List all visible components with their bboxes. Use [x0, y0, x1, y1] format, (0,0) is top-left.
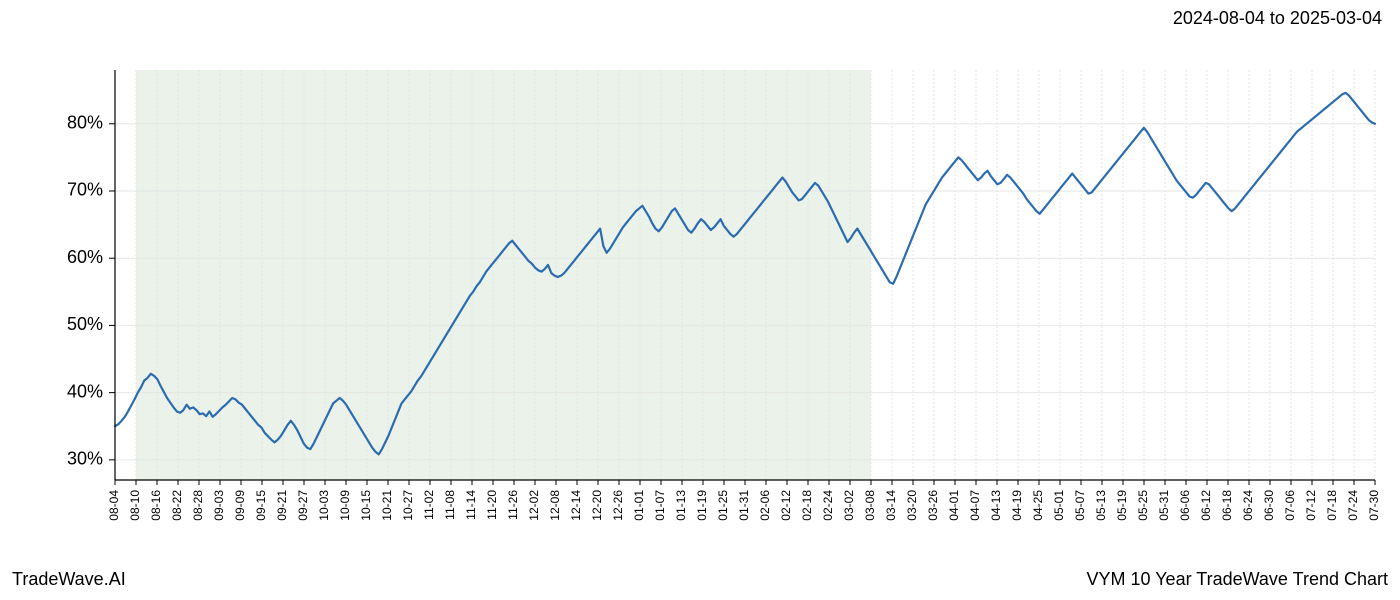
y-tick-label: 80% [67, 113, 103, 133]
x-tick-label: 06-18 [1220, 490, 1234, 521]
x-tick-label: 02-12 [779, 490, 793, 521]
highlight-shade [136, 70, 871, 480]
x-tick-label: 01-19 [695, 490, 709, 521]
x-tick-label: 04-07 [968, 490, 982, 521]
x-tick-label: 12-26 [611, 490, 625, 521]
y-tick-label: 40% [67, 381, 103, 401]
x-tick-label: 07-24 [1346, 490, 1360, 521]
x-tick-label: 01-07 [653, 490, 667, 521]
x-tick-label: 01-31 [737, 490, 751, 521]
x-tick-label: 08-22 [170, 490, 184, 521]
x-tick-label: 10-03 [317, 490, 331, 521]
x-tick-label: 11-20 [485, 490, 499, 520]
x-tick-label: 11-26 [506, 490, 520, 520]
x-tick-label: 01-25 [716, 490, 730, 521]
x-tick-label: 07-06 [1283, 490, 1297, 521]
x-tick-label: 01-13 [674, 490, 688, 521]
chart-title: VYM 10 Year TradeWave Trend Chart [1087, 569, 1389, 590]
x-tick-label: 02-24 [821, 490, 835, 521]
x-tick-label: 10-21 [380, 490, 394, 521]
x-tick-label: 02-18 [800, 490, 814, 521]
x-tick-label: 12-14 [569, 490, 583, 521]
x-tick-label: 04-19 [1010, 490, 1024, 521]
x-tick-label: 12-02 [527, 490, 541, 521]
x-tick-label: 12-08 [548, 490, 562, 521]
x-tick-label: 02-06 [758, 490, 772, 521]
x-tick-label: 04-25 [1031, 490, 1045, 521]
x-tick-label: 09-21 [275, 490, 289, 521]
x-tick-label: 08-04 [107, 490, 121, 521]
x-tick-label: 09-09 [233, 490, 247, 521]
x-tick-label: 07-18 [1325, 490, 1339, 521]
x-tick-label: 03-02 [842, 490, 856, 521]
x-tick-label: 08-10 [128, 490, 142, 521]
x-tick-label: 04-13 [989, 490, 1003, 521]
trend-chart: 30% 40% 50% 60% 70% 80% 08-04 08-10 08-16 08-22 0… [0, 58, 1400, 558]
x-tick-label: 11-08 [443, 490, 457, 520]
x-tick-label: 05-19 [1115, 490, 1129, 521]
x-tick-label: 06-12 [1199, 490, 1213, 521]
x-tick-label: 05-07 [1073, 490, 1087, 521]
x-tick-label: 08-16 [149, 490, 163, 521]
x-tick-label: 05-13 [1094, 490, 1108, 521]
x-tick-label: 03-26 [926, 490, 940, 521]
x-tick-label: 09-27 [296, 490, 310, 521]
x-tick-label: 03-20 [905, 490, 919, 521]
x-tick-label: 07-12 [1304, 490, 1318, 521]
x-tick-label: 11-14 [464, 490, 478, 520]
x-tick-label: 03-14 [884, 490, 898, 521]
x-tick-label: 07-30 [1367, 490, 1381, 521]
x-tick-label: 05-01 [1052, 490, 1066, 521]
x-tick-label: 10-15 [359, 490, 373, 521]
x-tick-label: 06-24 [1241, 490, 1255, 521]
y-tick-label: 70% [67, 180, 103, 200]
x-tick-label: 09-03 [212, 490, 226, 521]
brand-label: TradeWave.AI [12, 569, 126, 590]
x-tick-label: 03-08 [863, 490, 877, 521]
x-tick-label: 06-06 [1178, 490, 1192, 521]
x-tick-label: 01-01 [632, 490, 646, 521]
x-tick-label: 10-27 [401, 490, 415, 521]
x-tick-label: 05-25 [1136, 490, 1150, 521]
x-tick-label: 12-20 [590, 490, 604, 521]
x-tick-label: 08-28 [191, 490, 205, 521]
x-tick-label: 05-31 [1157, 490, 1171, 521]
chart-svg: 30% 40% 50% 60% 70% 80% 08-04 08-10 08-16 08-22 0… [0, 58, 1400, 558]
x-tick-label: 04-01 [947, 490, 961, 521]
date-range-label: 2024-08-04 to 2025-03-04 [1173, 8, 1382, 29]
x-tick-label: 09-15 [254, 490, 268, 521]
x-tick-label: 10-09 [338, 490, 352, 521]
x-tick-label: 11-02 [422, 490, 436, 520]
y-tick-label: 60% [67, 247, 103, 267]
y-tick-label: 50% [67, 314, 103, 334]
y-tick-label: 30% [67, 449, 103, 469]
x-tick-label: 06-30 [1262, 490, 1276, 521]
